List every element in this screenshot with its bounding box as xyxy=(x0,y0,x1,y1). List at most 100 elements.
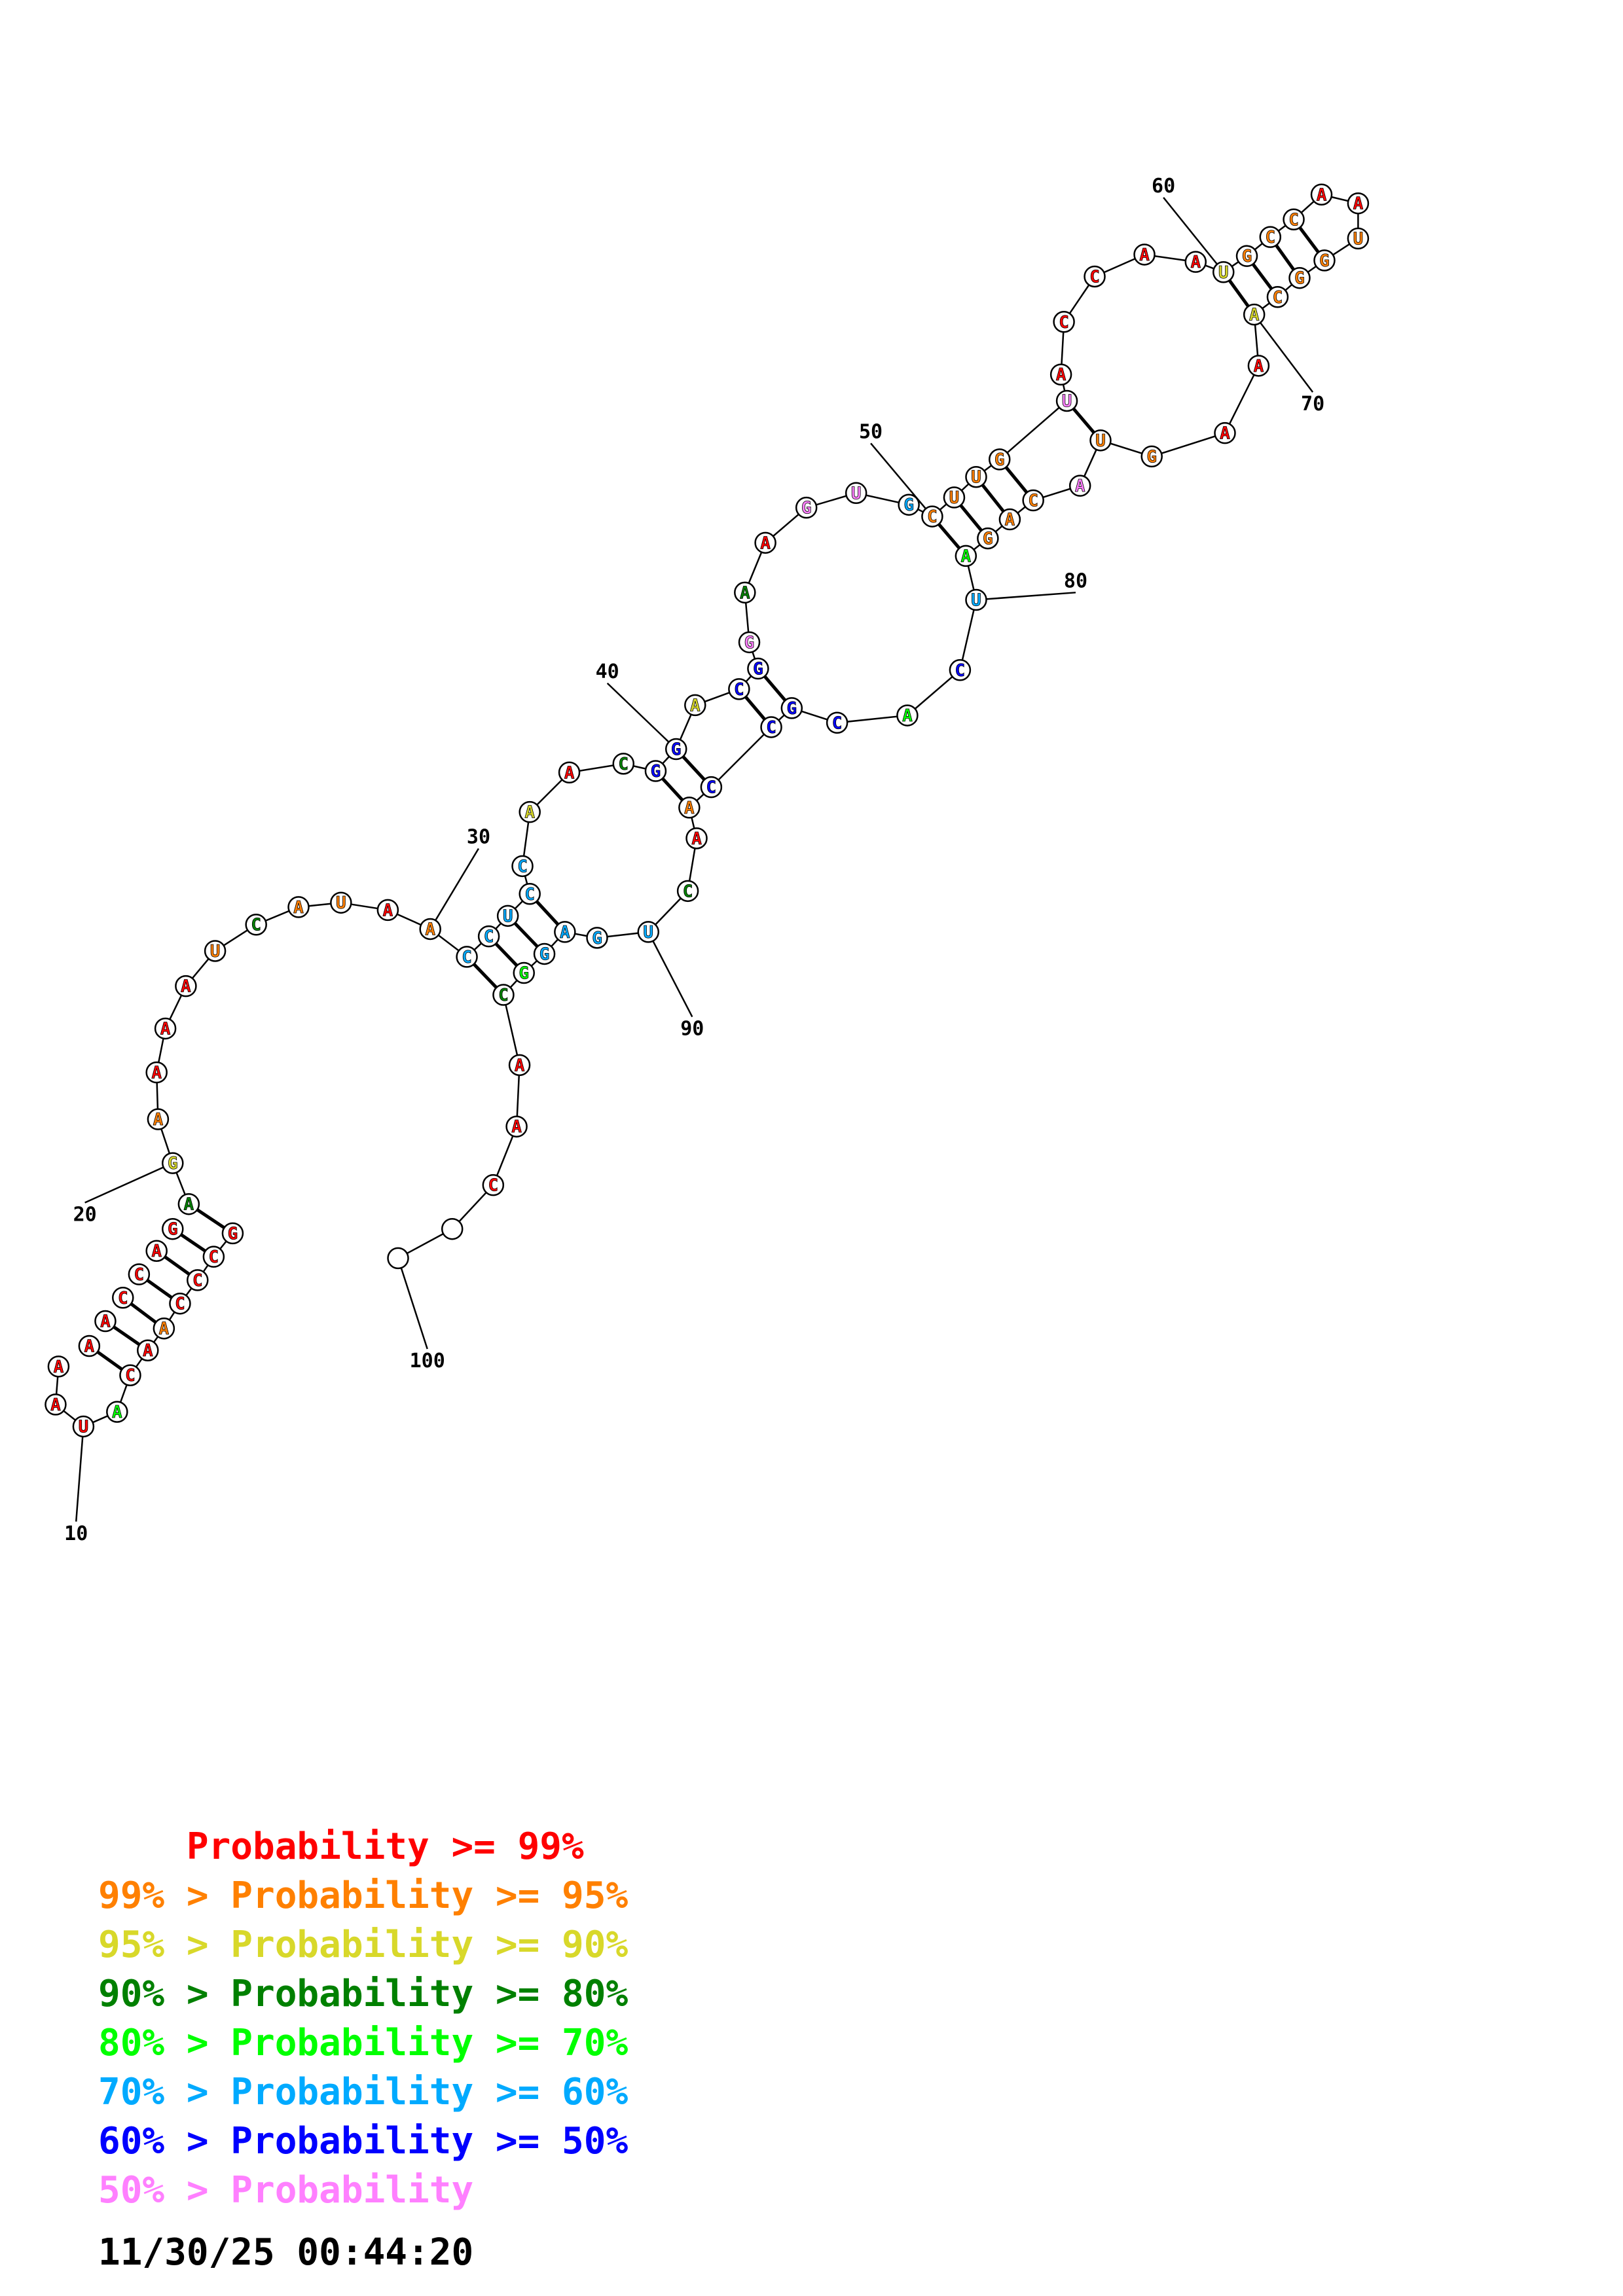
svg-text:A: A xyxy=(560,923,570,942)
timestamp: 11/30/25 00:44:20 xyxy=(98,2231,474,2274)
svg-text:A: A xyxy=(54,1357,64,1377)
nucleotide: C xyxy=(612,753,635,775)
nucleotide: A xyxy=(896,704,919,726)
nucleotide: A xyxy=(1243,303,1266,326)
svg-text:G: G xyxy=(671,740,682,759)
nucleotide: A xyxy=(734,581,756,604)
nucleotide: A xyxy=(1184,251,1207,273)
nucleotide: C xyxy=(728,678,750,700)
tick-line xyxy=(1163,196,1224,273)
nucleotide: A xyxy=(1310,183,1333,206)
svg-text:G: G xyxy=(1242,247,1252,266)
svg-text:A: A xyxy=(961,547,972,566)
svg-text:C: C xyxy=(832,713,843,733)
nucleotide: A xyxy=(94,1310,117,1333)
nucleotide: G xyxy=(795,496,818,519)
svg-text:C: C xyxy=(125,1366,136,1386)
nucleotide: A xyxy=(1133,243,1156,266)
svg-text:C: C xyxy=(706,778,717,798)
backbone xyxy=(54,193,1359,1427)
nucleotide: C xyxy=(1283,208,1305,231)
nucleotide: G xyxy=(738,631,761,654)
svg-text:A: A xyxy=(112,1403,122,1422)
nucleotide: A xyxy=(419,918,441,941)
nucleotide: G xyxy=(1288,266,1311,289)
svg-text:A: A xyxy=(1056,365,1067,385)
position-label: 20 xyxy=(73,1203,97,1226)
legend-p90: 95% > Probability >= 90% xyxy=(98,1924,629,1966)
nucleotide: U xyxy=(1055,389,1078,412)
nucleotide: G xyxy=(1140,445,1163,468)
svg-text:C: C xyxy=(1059,313,1069,332)
nucleotide: U xyxy=(965,588,987,611)
svg-text:C: C xyxy=(175,1295,185,1314)
nucleotide: A xyxy=(78,1335,101,1357)
nucleotide: A xyxy=(45,1393,67,1416)
nucleotide: C xyxy=(128,1263,151,1285)
nucleotide: A xyxy=(505,1115,528,1138)
nucleotide: C xyxy=(169,1292,191,1315)
position-label: 10 xyxy=(64,1522,88,1545)
nucleotide: A xyxy=(1049,363,1072,386)
nucleotide: C xyxy=(511,855,534,878)
nucleotide: G xyxy=(533,942,556,965)
nucleotide: A xyxy=(145,1240,168,1262)
svg-text:A: A xyxy=(1254,357,1264,376)
svg-text:A: A xyxy=(1139,245,1150,265)
nucleotide: A xyxy=(678,797,701,819)
svg-text:G: G xyxy=(1319,251,1330,271)
svg-text:C: C xyxy=(209,1247,219,1267)
svg-text:C: C xyxy=(1089,267,1100,287)
nucleotide: G xyxy=(1313,249,1336,272)
svg-text:C: C xyxy=(618,755,629,774)
svg-text:A: A xyxy=(425,920,435,939)
nucleotide: A xyxy=(47,1355,70,1378)
svg-text:G: G xyxy=(786,699,797,719)
svg-text:G: G xyxy=(168,1220,178,1240)
nucleotide: C xyxy=(492,984,515,1006)
svg-text:A: A xyxy=(153,1110,164,1130)
svg-text:G: G xyxy=(228,1224,238,1244)
nucleotide: A xyxy=(685,827,708,850)
svg-text:C: C xyxy=(927,507,938,527)
svg-text:A: A xyxy=(1005,511,1015,530)
svg-text:G: G xyxy=(651,762,661,781)
nucleotide: G xyxy=(780,697,803,719)
nucleotide: U xyxy=(943,486,966,509)
nucleotide: U xyxy=(965,465,987,488)
nucleotide: C xyxy=(202,1246,225,1268)
nucleotide: U xyxy=(1089,429,1112,452)
nucleotide: C xyxy=(826,711,848,734)
nucleotide: A xyxy=(145,1061,168,1084)
legend-p50: 60% > Probability >= 50% xyxy=(98,2120,629,2162)
nucleotide: A xyxy=(508,1054,531,1077)
nucleotide: A xyxy=(955,545,977,567)
position-label: 90 xyxy=(680,1018,704,1041)
svg-text:A: A xyxy=(691,829,702,849)
nucleotide xyxy=(387,1247,409,1270)
nucleotide: U xyxy=(330,891,352,914)
position-label: 40 xyxy=(596,660,619,683)
svg-text:A: A xyxy=(760,533,771,553)
svg-text:C: C xyxy=(498,986,509,1005)
svg-text:A: A xyxy=(151,1242,162,1261)
svg-text:U: U xyxy=(971,590,981,610)
nucleotide: G xyxy=(1235,245,1258,267)
svg-text:A: A xyxy=(515,1056,525,1075)
nucleotide: C xyxy=(112,1287,134,1309)
svg-text:C: C xyxy=(488,1176,498,1196)
svg-text:A: A xyxy=(1220,424,1230,444)
svg-text:G: G xyxy=(994,450,1005,470)
nucleotide: A xyxy=(558,761,581,784)
nucleotide: C xyxy=(245,913,267,936)
tick-line xyxy=(397,1258,428,1350)
svg-text:A: A xyxy=(690,696,701,715)
tick-line xyxy=(606,683,677,750)
svg-text:G: G xyxy=(168,1154,178,1174)
svg-text:C: C xyxy=(462,948,472,967)
tick-line xyxy=(84,1162,173,1204)
svg-text:G: G xyxy=(753,660,763,679)
nucleotide: C xyxy=(456,946,478,968)
tick-line xyxy=(1253,314,1314,393)
